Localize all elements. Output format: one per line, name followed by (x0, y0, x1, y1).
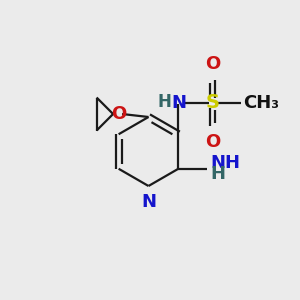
Text: NH: NH (210, 154, 240, 172)
Text: N: N (171, 94, 186, 112)
Text: N: N (141, 193, 156, 211)
Text: H: H (210, 165, 225, 183)
Text: O: O (205, 55, 220, 73)
Text: H: H (157, 93, 171, 111)
Text: CH₃: CH₃ (244, 94, 280, 112)
Text: O: O (111, 105, 126, 123)
Text: O: O (205, 133, 220, 151)
Text: S: S (206, 93, 220, 112)
